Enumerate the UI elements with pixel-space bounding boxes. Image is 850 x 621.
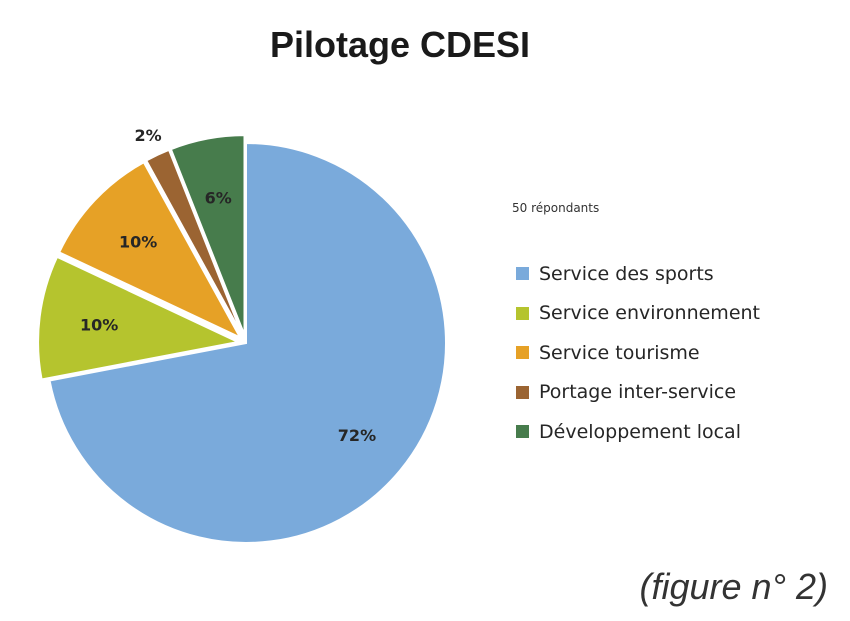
pie-slice bbox=[48, 141, 447, 544]
legend-item: Service des sports bbox=[516, 254, 760, 294]
figure-caption: (figure n° 2) bbox=[639, 566, 828, 607]
slice-label: 10% bbox=[119, 233, 157, 252]
legend: Service des sports Service environnement S… bbox=[516, 254, 760, 452]
legend-label: Développement local bbox=[539, 420, 741, 443]
legend-item: Portage inter-service bbox=[516, 373, 760, 413]
legend-label: Service environnement bbox=[539, 302, 760, 325]
legend-swatch bbox=[516, 425, 529, 439]
legend-label: Service tourisme bbox=[539, 341, 700, 364]
chart-title: Pilotage CDESI bbox=[269, 24, 531, 65]
legend-swatch bbox=[516, 346, 529, 360]
pie-slice bbox=[144, 148, 244, 337]
slice-label: 10% bbox=[80, 315, 118, 334]
slice-label: 2% bbox=[134, 126, 161, 145]
legend-item: Développement local bbox=[516, 412, 760, 452]
legend-swatch bbox=[516, 267, 529, 281]
legend-item: Service tourisme bbox=[516, 333, 760, 373]
legend-item: Service environnement bbox=[516, 294, 760, 334]
pie-slice bbox=[57, 160, 243, 340]
slice-label: 72% bbox=[338, 426, 376, 445]
legend-swatch bbox=[516, 385, 529, 399]
slice-label: 6% bbox=[205, 189, 232, 208]
legend-label: Portage inter-service bbox=[539, 381, 737, 404]
legend-label: Service des sports bbox=[539, 262, 714, 285]
respondents-note: 50 répondants bbox=[512, 201, 600, 215]
legend-swatch bbox=[516, 306, 529, 320]
pie-slice bbox=[169, 134, 246, 336]
pie-slice bbox=[37, 255, 242, 381]
